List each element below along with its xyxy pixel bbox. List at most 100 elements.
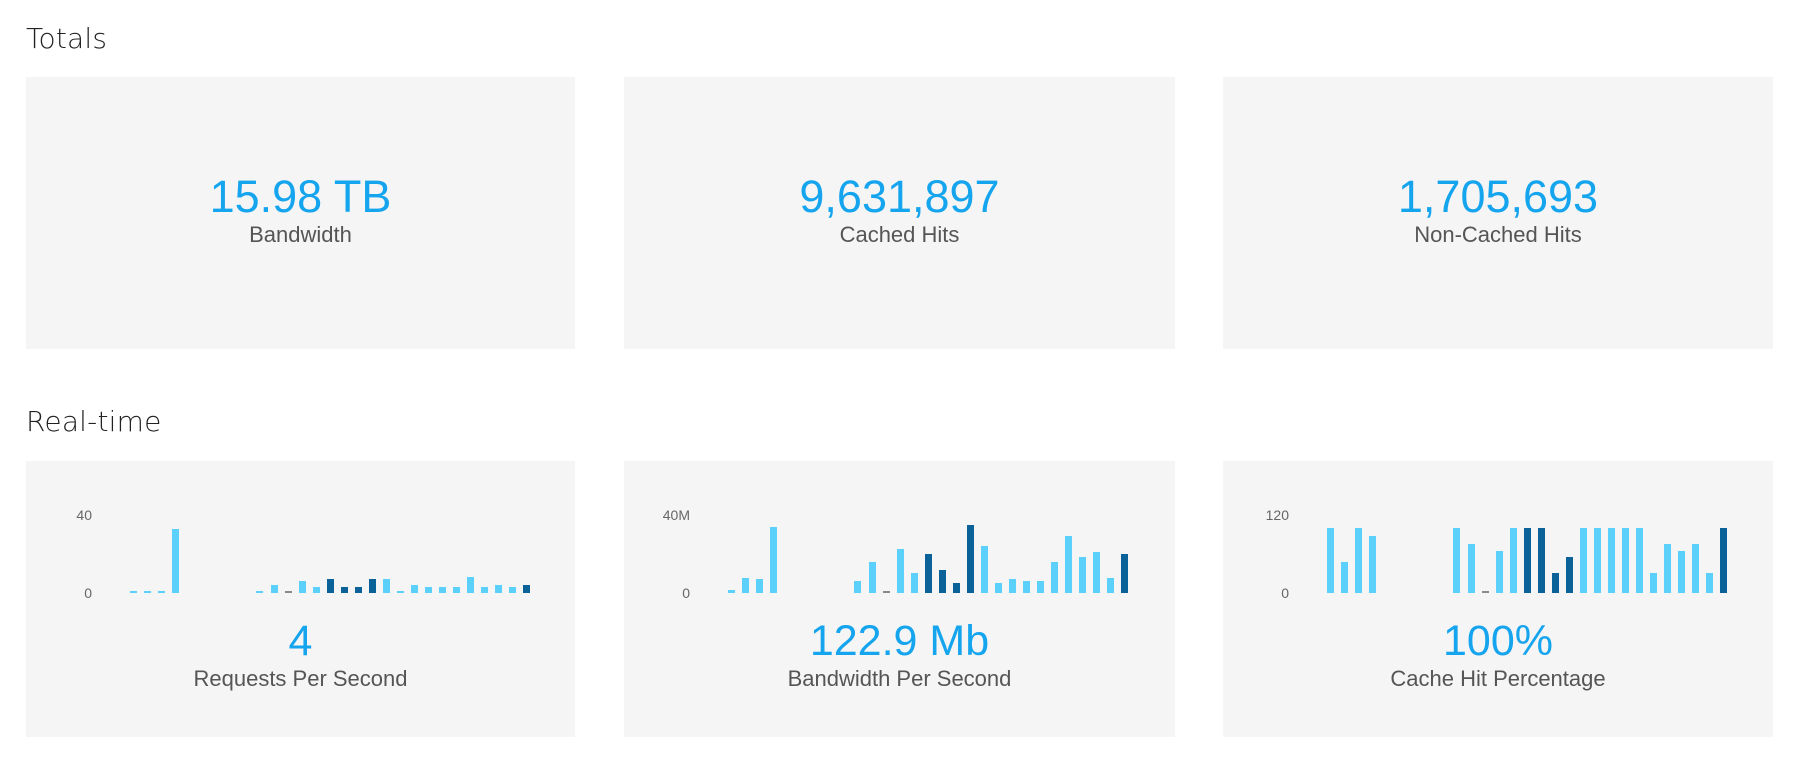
chart-bar[interactable]	[1327, 528, 1334, 593]
bar-plot-area	[728, 515, 1135, 593]
chart-bar[interactable]	[1636, 528, 1643, 593]
non-cached-hits-card: 1,705,693 Non-Cached Hits	[1223, 77, 1773, 349]
chart-bar[interactable]	[509, 587, 516, 593]
chart-bar[interactable]	[1341, 562, 1348, 593]
bar-plot-area	[1327, 515, 1734, 593]
cache-hit-percentage-value: 100%	[1443, 617, 1553, 665]
chart-bar[interactable]	[523, 585, 530, 593]
requests-per-second-chart: 40 0	[26, 461, 575, 611]
chart-bar[interactable]	[1650, 573, 1657, 593]
chart-bar[interactable]	[172, 529, 179, 593]
chart-bar[interactable]	[1692, 544, 1699, 593]
chart-bar[interactable]	[756, 579, 763, 593]
chart-bar[interactable]	[925, 554, 932, 593]
non-cached-hits-value: 1,705,693	[1397, 171, 1599, 222]
chart-bar[interactable]	[299, 581, 306, 593]
chart-bar[interactable]	[1580, 528, 1587, 593]
chart-bar[interactable]	[981, 546, 988, 593]
chart-bar[interactable]	[411, 585, 418, 593]
chart-bar[interactable]	[1023, 581, 1030, 593]
chart-bar[interactable]	[1608, 528, 1615, 593]
y-axis-zero-label: 0	[1281, 585, 1289, 601]
y-axis-max-label: 120	[1265, 507, 1289, 523]
bandwidth-per-second-label: Bandwidth Per Second	[787, 666, 1012, 691]
chart-bar[interactable]	[1369, 536, 1376, 593]
chart-bar[interactable]	[742, 578, 749, 593]
chart-bar[interactable]	[425, 587, 432, 593]
chart-bar[interactable]	[1594, 528, 1601, 593]
bandwidth-total-label: Bandwidth	[249, 222, 352, 247]
chart-bar[interactable]	[1093, 552, 1100, 593]
chart-bar[interactable]	[1524, 528, 1531, 593]
bandwidth-per-second-card: 40M 0 122.9 Mb Bandwidth Per Second	[624, 461, 1175, 737]
bandwidth-per-second-value: 122.9 Mb	[809, 617, 990, 665]
cached-hits-value: 9,631,897	[799, 171, 1000, 222]
cache-hit-percentage-card: 120 0 100% Cache Hit Percentage	[1223, 461, 1773, 737]
chart-bar[interactable]	[1121, 554, 1128, 593]
chart-bar[interactable]	[1079, 557, 1086, 593]
totals-heading: Totals	[26, 22, 108, 55]
chart-bar[interactable]	[1009, 579, 1016, 593]
chart-bar[interactable]	[1468, 544, 1475, 593]
chart-bar[interactable]	[271, 585, 278, 593]
cached-hits-label: Cached Hits	[839, 222, 960, 247]
chart-bar[interactable]	[313, 587, 320, 593]
chart-bar[interactable]	[1355, 528, 1362, 593]
chart-bar[interactable]	[1706, 573, 1713, 593]
chart-bar[interactable]	[1552, 573, 1559, 593]
chart-bar[interactable]	[911, 573, 918, 593]
chart-bar[interactable]	[256, 591, 263, 593]
y-axis-zero-label: 0	[84, 585, 92, 601]
chart-bar[interactable]	[854, 581, 861, 593]
chart-bar[interactable]	[341, 587, 348, 593]
chart-bar[interactable]	[1482, 591, 1489, 593]
chart-bar[interactable]	[1510, 528, 1517, 593]
chart-bar[interactable]	[1107, 578, 1114, 593]
chart-bar[interactable]	[144, 591, 151, 593]
chart-bar[interactable]	[327, 579, 334, 593]
chart-bar[interactable]	[397, 591, 404, 593]
chart-bar[interactable]	[995, 583, 1002, 593]
chart-bar[interactable]	[1664, 544, 1671, 593]
chart-bar[interactable]	[967, 525, 974, 593]
chart-bar[interactable]	[383, 579, 390, 593]
chart-bar[interactable]	[728, 590, 735, 593]
bandwidth-total-value: 15.98 TB	[209, 171, 392, 222]
chart-bar[interactable]	[1720, 528, 1727, 593]
chart-bar[interactable]	[1037, 581, 1044, 593]
bandwidth-per-second-chart: 40M 0	[624, 461, 1175, 611]
chart-bar[interactable]	[481, 587, 488, 593]
chart-bar[interactable]	[285, 591, 292, 593]
chart-bar[interactable]	[939, 570, 946, 593]
chart-bar[interactable]	[355, 587, 362, 593]
chart-bar[interactable]	[953, 583, 960, 593]
chart-bar[interactable]	[1065, 536, 1072, 593]
chart-bar[interactable]	[1453, 528, 1460, 593]
chart-bar[interactable]	[1566, 557, 1573, 593]
chart-bar[interactable]	[439, 587, 446, 593]
cache-hit-percentage-label: Cache Hit Percentage	[1390, 666, 1606, 691]
y-axis-max-label: 40	[76, 507, 92, 523]
chart-bar[interactable]	[1496, 551, 1503, 593]
y-axis-zero-label: 0	[682, 585, 690, 601]
chart-bar[interactable]	[770, 527, 777, 593]
chart-bar[interactable]	[369, 579, 376, 593]
chart-bar[interactable]	[453, 587, 460, 593]
chart-bar[interactable]	[1622, 528, 1629, 593]
cached-hits-card: 9,631,897 Cached Hits	[624, 77, 1175, 349]
chart-bar[interactable]	[467, 577, 474, 593]
requests-per-second-card: 40 0 4 Requests Per Second	[26, 461, 575, 737]
chart-bar[interactable]	[158, 591, 165, 593]
chart-bar[interactable]	[1051, 562, 1058, 593]
chart-bar[interactable]	[897, 549, 904, 593]
bar-plot-area	[130, 515, 537, 593]
chart-bar[interactable]	[1538, 528, 1545, 593]
chart-bar[interactable]	[130, 591, 137, 593]
chart-bar[interactable]	[883, 591, 890, 593]
realtime-heading: Real-time	[26, 405, 162, 438]
cache-hit-percentage-chart: 120 0	[1223, 461, 1773, 611]
chart-bar[interactable]	[495, 585, 502, 593]
chart-bar[interactable]	[869, 562, 876, 593]
y-axis-max-label: 40M	[662, 507, 690, 523]
chart-bar[interactable]	[1678, 551, 1685, 593]
